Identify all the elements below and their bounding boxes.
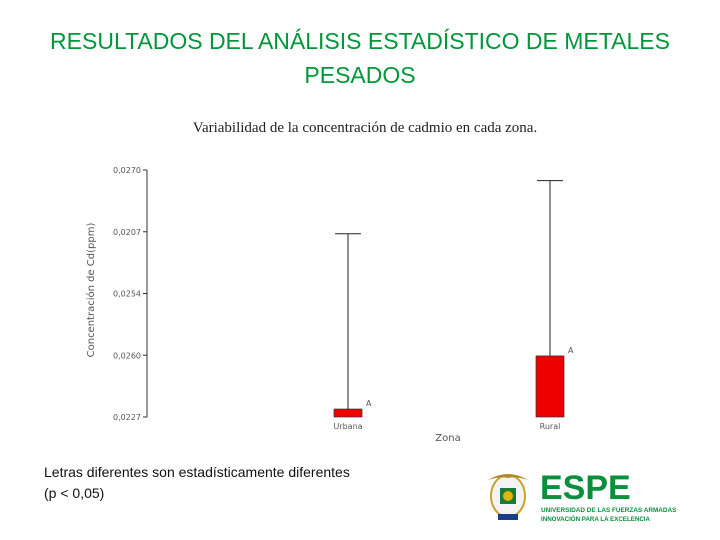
title-line-2: PESADOS (304, 62, 416, 88)
x-tick-label: Rural (540, 422, 561, 431)
y-tick-label: 0,0254 (113, 290, 141, 299)
footnote-line-2: (p < 0,05) (44, 485, 105, 501)
x-tick-label: Urbana (333, 422, 362, 431)
y-tick-label: 0,0227 (113, 413, 141, 422)
cadmium-bar-chart: Concentración de Cd(ppm) Zona 0,0270 0,02… (85, 166, 574, 444)
slide-title: RESULTADOS DEL ANÁLISIS ESTADÍSTICO DE M… (20, 24, 700, 92)
logo-tagline-2: INNOVACIÓN PARA LA EXCELENCIA (541, 515, 651, 523)
chart-title: Variabilidad de la concentración de cadm… (192, 120, 538, 136)
footnote-line-1: Letras diferentes son estadísticamente d… (44, 464, 350, 480)
y-tick-label: 0,0207 (113, 228, 141, 237)
espe-logo: ESPE UNIVERSIDAD DE LAS FUERZAS ARMADAS … (488, 469, 677, 523)
bar-urbana (333, 408, 363, 418)
footnote: Letras diferentes son estadísticamente d… (44, 462, 350, 504)
logo-tagline-1: UNIVERSIDAD DE LAS FUERZAS ARMADAS (541, 507, 677, 514)
y-tick-label: 0,0270 (113, 166, 141, 175)
bar-rural (535, 355, 565, 418)
y-tick-label: 0,0260 (113, 351, 141, 360)
logo-wordmark: ESPE (540, 469, 631, 507)
espe-crest-icon (488, 474, 528, 520)
title-line-1: RESULTADOS DEL ANÁLISIS ESTADÍSTICO DE M… (50, 28, 670, 54)
x-axis-label: Zona (435, 433, 460, 444)
group-letter: A (366, 399, 372, 408)
group-letter: A (568, 346, 574, 355)
y-axis-label: Concentración de Cd(ppm) (85, 223, 97, 358)
